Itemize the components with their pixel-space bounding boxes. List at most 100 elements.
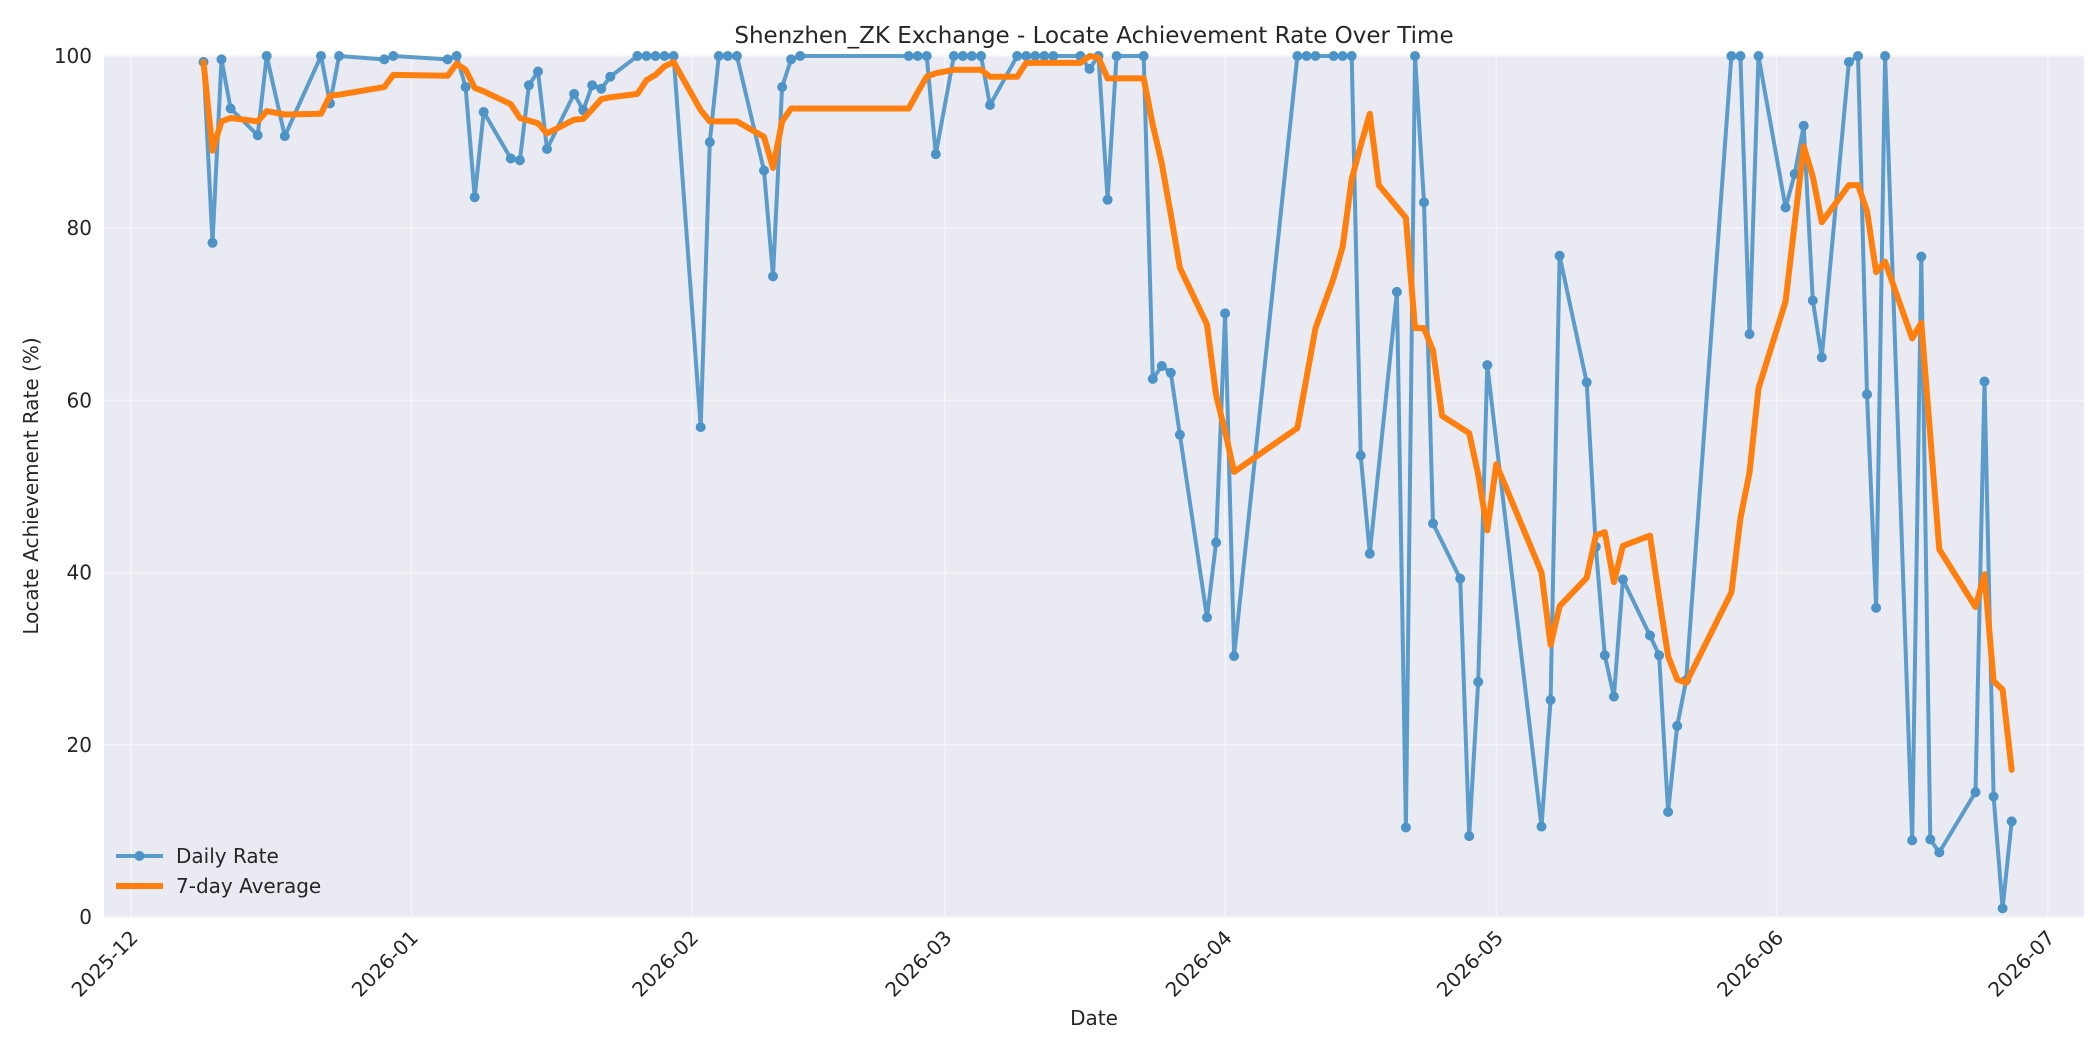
- chart-title: Shenzhen_ZK Exchange - Locate Achievemen…: [734, 23, 1453, 49]
- daily-rate-point: [795, 51, 806, 61]
- daily-rate-point: [659, 51, 670, 61]
- daily-rate-point: [2006, 816, 2017, 827]
- daily-rate-point: [279, 131, 290, 142]
- daily-rate-point: [1735, 51, 1746, 61]
- daily-rate-point: [1654, 650, 1665, 661]
- daily-rate-point: [1672, 720, 1683, 731]
- y-tick-label: 60: [67, 388, 92, 412]
- daily-rate-point: [957, 51, 968, 61]
- daily-rate-point: [1328, 51, 1339, 61]
- daily-rate-point: [650, 51, 661, 61]
- x-tick-label: 2026-02: [627, 926, 703, 1002]
- daily-rate-point: [523, 80, 534, 91]
- daily-rate-point: [216, 54, 227, 65]
- daily-rate-point: [966, 51, 977, 61]
- daily-rate-point: [930, 149, 941, 160]
- daily-rate-point: [668, 51, 679, 61]
- daily-rate-point: [1545, 695, 1556, 705]
- daily-rate-point: [1843, 57, 1854, 67]
- x-tick-label: 2026-01: [347, 926, 423, 1002]
- daily-rate-point: [777, 82, 788, 92]
- daily-rate-point: [596, 83, 607, 94]
- y-tick-label: 80: [67, 216, 92, 240]
- daily-rate-point: [903, 51, 914, 61]
- daily-rate-point: [1391, 286, 1402, 297]
- daily-rate-point: [1012, 51, 1023, 61]
- daily-rate-point: [1364, 548, 1375, 559]
- daily-rate-point: [1979, 376, 1990, 387]
- daily-rate-point: [1292, 51, 1303, 61]
- daily-rate-point: [1174, 429, 1185, 440]
- daily-rate-point: [1645, 630, 1655, 641]
- daily-rate-point: [1165, 367, 1176, 378]
- daily-rate-point: [1455, 573, 1466, 584]
- daily-rate-point: [976, 51, 986, 61]
- daily-rate-point: [921, 51, 932, 61]
- y-tick-label: 40: [67, 561, 92, 585]
- daily-rate-point: [1464, 831, 1475, 842]
- daily-rate-point: [261, 51, 272, 61]
- daily-rate-point: [1617, 574, 1628, 585]
- daily-rate-point: [1310, 51, 1321, 61]
- daily-rate-point: [1853, 51, 1863, 61]
- daily-rate-point: [1021, 51, 1032, 61]
- daily-rate-point: [1807, 295, 1818, 306]
- y-axis-label: Locate Achievement Rate (%): [19, 337, 43, 634]
- daily-rate-point: [1744, 329, 1755, 340]
- plot-background: [104, 56, 2084, 917]
- daily-rate-point: [1862, 389, 1872, 400]
- daily-rate-point: [722, 51, 733, 61]
- daily-rate-point: [542, 144, 552, 154]
- daily-rate-point: [388, 51, 399, 61]
- daily-rate-point: [912, 51, 923, 61]
- daily-rate-point: [605, 71, 616, 82]
- daily-rate-point: [1030, 51, 1041, 61]
- daily-rate-point: [1934, 847, 1945, 858]
- daily-rate-point: [587, 80, 598, 91]
- daily-rate-point: [1400, 822, 1411, 833]
- daily-rate-point: [768, 271, 778, 282]
- daily-rate-point: [1880, 51, 1891, 61]
- daily-rate-point: [1355, 450, 1366, 461]
- x-tick-label: 2026-07: [1983, 926, 2059, 1002]
- daily-rate-point: [533, 66, 543, 77]
- daily-rate-point: [1970, 787, 1981, 798]
- daily-rate-point: [1039, 51, 1050, 61]
- x-tick-label: 2026-03: [880, 926, 956, 1002]
- daily-rate-point: [1608, 691, 1619, 702]
- daily-rate-point: [460, 82, 471, 92]
- daily-rate-point: [759, 165, 769, 176]
- daily-rate-point: [1138, 51, 1149, 61]
- daily-rate-point: [1916, 251, 1927, 262]
- daily-rate-point: [1473, 676, 1484, 687]
- daily-rate-point: [786, 54, 797, 65]
- daily-rate-point: [1536, 821, 1547, 832]
- x-tick-label: 2026-06: [1712, 926, 1788, 1002]
- daily-rate-point: [1220, 308, 1231, 319]
- daily-rate-point: [948, 51, 959, 61]
- daily-rate-point: [334, 51, 345, 61]
- daily-rate-point: [207, 237, 218, 248]
- daily-rate-point: [1084, 63, 1095, 74]
- daily-rate-point: [1202, 612, 1212, 623]
- daily-rate-point: [1229, 651, 1240, 662]
- daily-rate-point: [695, 422, 706, 433]
- y-tick-label: 0: [79, 905, 92, 929]
- legend-avg-label: 7-day Average: [176, 874, 321, 898]
- legend: Daily Rate 7-day Average: [116, 844, 321, 898]
- daily-rate-point: [442, 54, 453, 65]
- daily-rate-point: [1147, 373, 1158, 384]
- daily-rate-point: [469, 192, 480, 203]
- x-tick-label: 2026-05: [1432, 926, 1508, 1002]
- daily-rate-point: [1102, 194, 1113, 205]
- daily-rate-point: [1211, 537, 1222, 548]
- daily-rate-point: [1048, 51, 1059, 61]
- daily-rate-point: [316, 51, 326, 61]
- series-line-7-day-average: [200, 53, 2015, 773]
- daily-rate-point: [379, 54, 390, 65]
- daily-rate-point: [641, 51, 652, 61]
- daily-rate-point: [505, 153, 516, 164]
- legend-daily-marker: [134, 851, 145, 861]
- daily-rate-point: [1816, 352, 1827, 363]
